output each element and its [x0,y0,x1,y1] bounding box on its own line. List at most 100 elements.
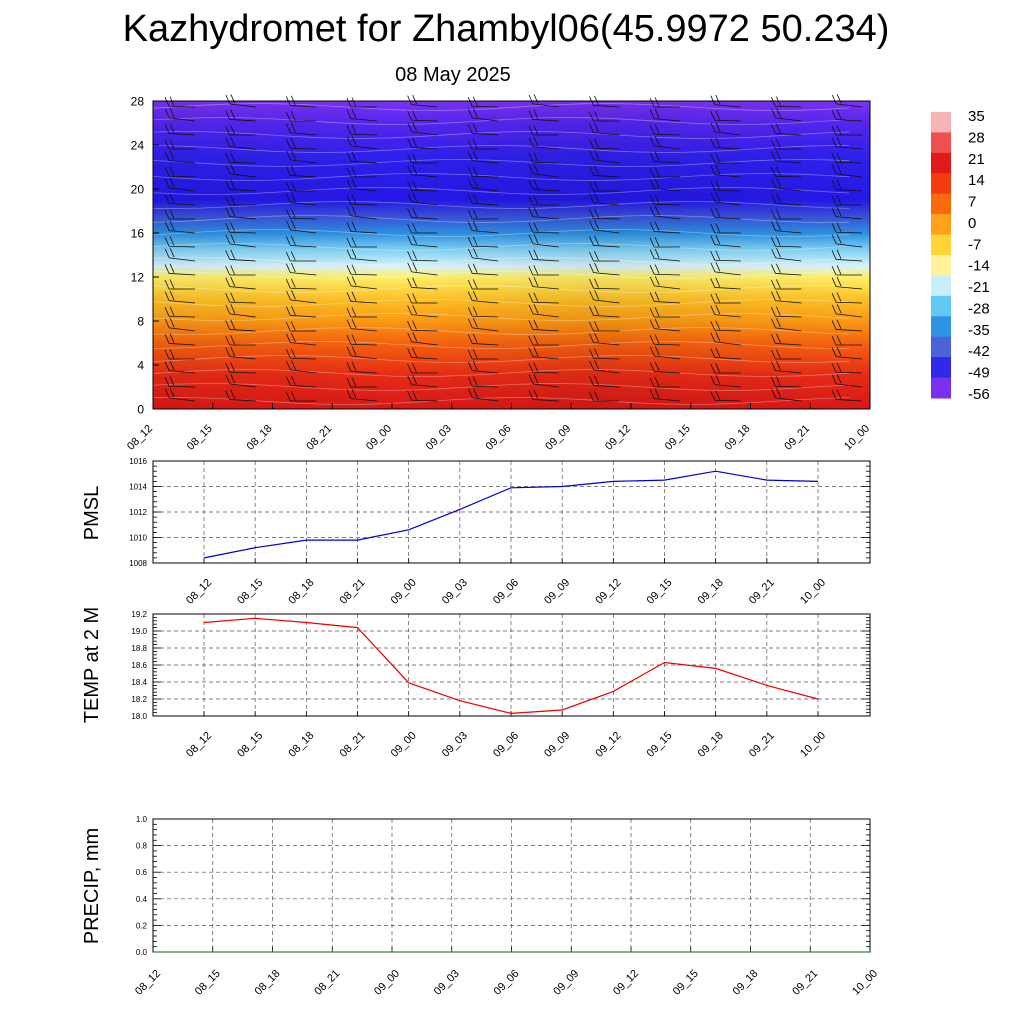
wind-barb [351,215,377,220]
wind-barb [775,327,802,332]
wind-barb [654,145,681,150]
wind-barb [169,370,196,374]
wind-barb [835,301,863,304]
x-tick-label: 09_06 [492,968,522,998]
wind-barb [532,173,559,178]
wind-barb [411,341,438,346]
wind-barb [835,231,863,234]
colorbar-label: -7 [968,236,981,253]
wind-barb [775,175,802,178]
wind-barb [229,371,256,374]
y-tick-label: 1010 [129,534,147,543]
wind-barb [654,133,681,136]
wind-barb [836,173,863,178]
wind-barb [836,286,863,290]
wind-barb [290,147,317,150]
wind-barb [775,257,802,262]
colorbar-label: -42 [968,343,990,360]
wind-barb [472,245,499,248]
wind-barb [411,271,438,276]
wind-barb [593,159,620,164]
wind-barb [411,314,438,318]
x-tick-label: 10_00 [798,730,828,760]
wind-barb [169,300,196,304]
wind-barb [714,147,741,150]
colorbar-swatch [931,255,951,276]
wind-barb [229,103,256,108]
wind-barb [472,175,499,178]
wind-barb [169,257,196,262]
x-tick-label: 09_03 [440,577,470,607]
wind-barb [836,259,863,262]
wind-barb [472,385,499,388]
wind-barb [350,258,377,262]
wind-barb [714,189,741,192]
x-tick-label: 09_18 [731,968,761,998]
wind-barb [290,175,317,178]
wind-barb [290,202,317,206]
x-tick-label: 09_18 [723,423,753,453]
wind-barb [168,105,196,108]
wind-barb [775,315,802,318]
y-tick-label: 4 [137,359,144,373]
wind-barb [411,201,438,206]
wind-barb [472,370,499,374]
wind-barb [411,357,438,360]
wind-barb [532,189,559,192]
wind-barb [714,217,741,220]
wind-barb [229,146,256,150]
x-tick-label: 09_06 [491,577,521,607]
x-tick-label: 09_03 [424,423,454,453]
x-tick-label: 10_00 [850,968,880,998]
chart-title: Kazhydromet for Zhambyl06(45.9972 50.234… [122,8,890,50]
wind-barb [775,273,802,276]
colorbar-swatch [931,112,951,133]
wind-barb [775,343,802,346]
wind-barb [350,398,377,402]
y-tick-label: 8 [137,315,144,329]
wind-barb [229,119,256,122]
wind-barb [472,133,499,136]
colorbar-swatch [931,152,951,174]
wind-barb [169,230,196,234]
wind-barb [654,231,681,234]
wind-barb [836,243,863,248]
wind-barb [775,133,802,136]
wind-barb [351,355,377,360]
wind-barb [411,189,438,192]
wind-barb [350,188,377,192]
y-tick-label: 16 [131,227,145,241]
x-tick-label: 09_06 [491,730,521,760]
y-tick-label: 24 [131,139,145,153]
x-tick-label: 08_15 [235,577,265,607]
x-tick-label: 08_21 [312,968,342,998]
wind-barb [350,273,377,276]
x-tick-label: 09_12 [593,577,623,607]
wind-barb [593,105,620,108]
wind-barb [775,187,802,192]
wind-barb [714,174,741,178]
wind-barb [472,300,499,304]
wind-barb [654,398,681,402]
wind-barb [593,147,620,150]
colorbar-label: -56 [968,386,990,403]
wind-barb [593,385,620,388]
wind-barb [775,105,802,108]
wind-barb [290,342,317,346]
wind-barb [472,117,499,122]
wind-barb [714,384,741,388]
wind-barb [229,356,256,360]
wind-barb [532,216,559,220]
y-tick-label: 20 [131,183,145,197]
wind-barb [472,327,499,332]
colorbar-label: 7 [968,194,976,211]
x-tick-label: 09_15 [645,730,675,760]
wind-barb [411,147,438,150]
wind-barb [229,243,256,248]
colorbar-label: 28 [968,129,985,146]
wind-barb [169,160,196,164]
wind-barb [593,369,620,374]
wind-barb [593,299,620,304]
wind-barb [169,117,196,122]
